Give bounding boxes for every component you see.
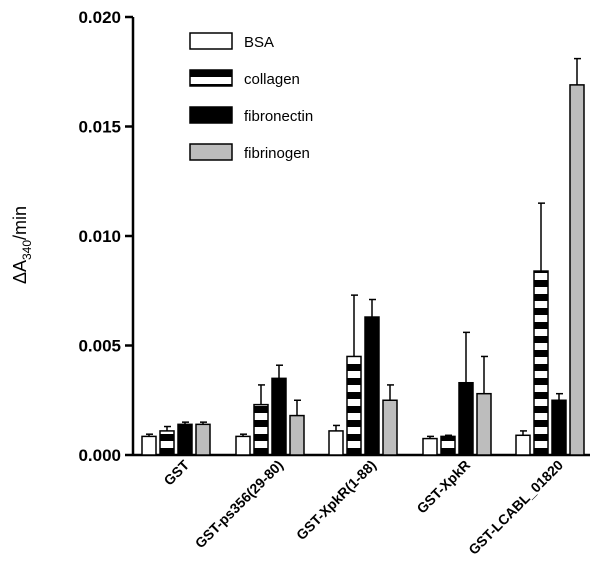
- legend-item: fibrinogen: [189, 143, 310, 162]
- y-axis-label-suffix: /min: [10, 206, 30, 240]
- x-tick-label: GST-ps356(29-80): [192, 457, 286, 551]
- bar: [346, 355, 362, 456]
- y-axis-label: ΔA340/min: [10, 206, 34, 284]
- legend-swatch: [189, 143, 233, 161]
- bar: [328, 430, 344, 456]
- legend-swatch: [189, 106, 233, 124]
- legend-swatch: [189, 69, 233, 87]
- bar-group: [235, 364, 305, 456]
- y-tick-label: 0.015: [78, 118, 121, 137]
- bar: [253, 403, 269, 456]
- y-axis-label-prefix: ΔA: [10, 260, 30, 284]
- legend-item: BSA: [189, 32, 274, 51]
- bar-group: [141, 421, 211, 456]
- bar-group: [515, 57, 585, 456]
- legend-swatch: [189, 32, 233, 50]
- bar-group: [422, 331, 492, 456]
- y-tick-label: 0.020: [78, 8, 121, 27]
- bar: [476, 392, 492, 456]
- bar: [159, 430, 175, 456]
- x-tick-label: GST: [160, 456, 192, 488]
- y-tick-label: 0.000: [78, 446, 121, 465]
- bar: [551, 399, 567, 456]
- bar: [271, 377, 287, 456]
- x-tick-label: GST-XpkR(1-88): [293, 457, 379, 543]
- legend-label: fibronectin: [244, 108, 313, 125]
- legend-item: fibronectin: [189, 106, 313, 125]
- y-tick-label: 0.010: [78, 227, 121, 246]
- y-ticks: 0.000 0.005 0.010 0.015 0.020: [78, 8, 133, 465]
- bar: [515, 434, 531, 456]
- bar: [289, 414, 305, 456]
- bar: [440, 435, 456, 456]
- legend-label: collagen: [244, 71, 300, 88]
- bar: [195, 423, 211, 456]
- x-tick-label: GST-LCABL_01820: [465, 457, 566, 558]
- legend: BSA collagen fibronectin fibrinogen: [189, 32, 313, 162]
- bar-group: [328, 294, 398, 456]
- bar: [458, 381, 474, 456]
- bars: [141, 57, 585, 456]
- y-tick-label: 0.005: [78, 337, 121, 356]
- bar: [235, 435, 251, 456]
- bar: [382, 399, 398, 456]
- legend-label: fibrinogen: [244, 145, 310, 162]
- bar: [422, 437, 438, 456]
- legend-item: collagen: [189, 69, 300, 88]
- bar: [141, 435, 157, 456]
- x-tick-labels: GST GST-ps356(29-80) GST-XpkR(1-88) GST-Xpk…: [160, 456, 566, 557]
- legend-label: BSA: [244, 34, 274, 51]
- bar: [533, 270, 549, 456]
- x-tick-label: GST-XpkR: [413, 457, 473, 517]
- bar: [569, 84, 585, 456]
- y-axis-label-subscript: 340: [20, 240, 34, 260]
- bar: [177, 423, 193, 456]
- bar: [364, 316, 380, 456]
